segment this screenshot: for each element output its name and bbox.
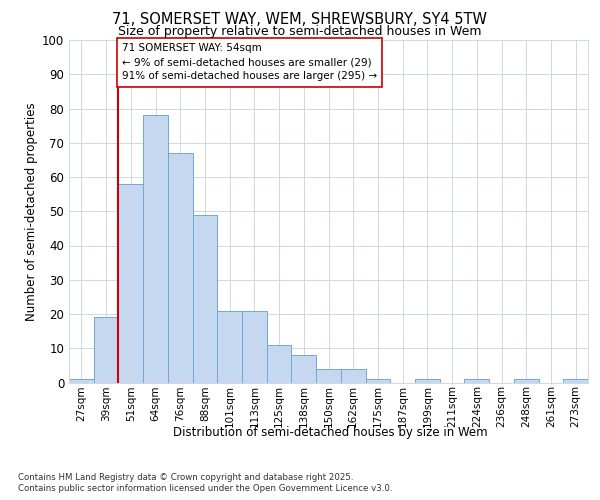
- Y-axis label: Number of semi-detached properties: Number of semi-detached properties: [25, 102, 38, 320]
- Bar: [193, 214, 217, 382]
- Text: 71, SOMERSET WAY, WEM, SHREWSBURY, SY4 5TW: 71, SOMERSET WAY, WEM, SHREWSBURY, SY4 5…: [113, 12, 487, 28]
- Bar: [292, 355, 316, 382]
- Text: Contains public sector information licensed under the Open Government Licence v3: Contains public sector information licen…: [18, 484, 392, 493]
- Bar: [267, 345, 292, 383]
- Bar: [143, 116, 168, 382]
- Bar: [514, 379, 539, 382]
- Bar: [415, 379, 440, 382]
- Bar: [464, 379, 489, 382]
- Text: Size of property relative to semi-detached houses in Wem: Size of property relative to semi-detach…: [118, 25, 482, 38]
- Bar: [365, 379, 390, 382]
- Bar: [563, 379, 588, 382]
- Bar: [69, 379, 94, 382]
- Bar: [168, 153, 193, 382]
- Bar: [316, 369, 341, 382]
- Bar: [242, 310, 267, 382]
- Bar: [118, 184, 143, 382]
- Text: Contains HM Land Registry data © Crown copyright and database right 2025.: Contains HM Land Registry data © Crown c…: [18, 472, 353, 482]
- Bar: [217, 310, 242, 382]
- Text: 71 SOMERSET WAY: 54sqm
← 9% of semi-detached houses are smaller (29)
91% of semi: 71 SOMERSET WAY: 54sqm ← 9% of semi-deta…: [122, 44, 377, 82]
- Text: Distribution of semi-detached houses by size in Wem: Distribution of semi-detached houses by …: [173, 426, 487, 439]
- Bar: [341, 369, 365, 382]
- Bar: [94, 318, 118, 382]
